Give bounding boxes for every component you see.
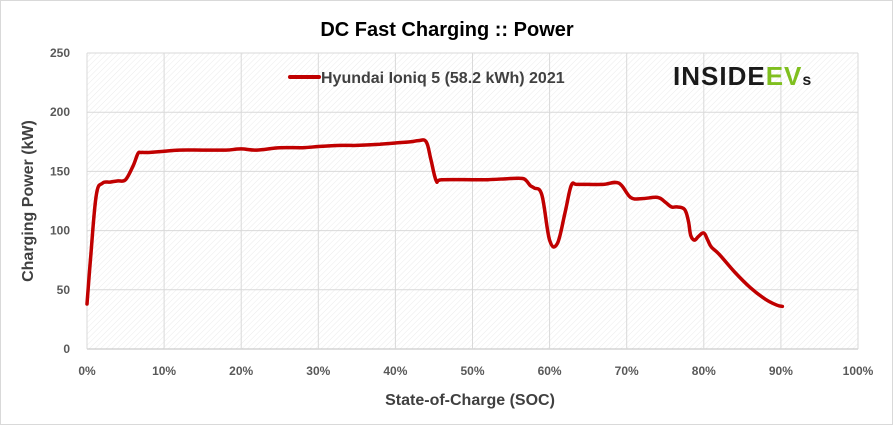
logo-text-inside: INSIDE <box>673 61 766 91</box>
y-tick-label: 0 <box>63 342 70 356</box>
x-tick-label: 0% <box>78 364 96 378</box>
grid-lines <box>86 52 859 350</box>
legend: Hyundai Ioniq 5 (58.2 kWh) 2021 <box>288 70 565 87</box>
y-tick-label: 200 <box>50 105 70 119</box>
y-tick-label: 100 <box>50 224 70 238</box>
logo-text-ev: EV <box>766 61 803 91</box>
x-tick-label: 50% <box>460 364 484 378</box>
series-layer <box>85 138 785 309</box>
x-tick-label: 10% <box>152 364 176 378</box>
x-tick-label: 80% <box>692 364 716 378</box>
logo-text-s: s <box>802 72 812 89</box>
x-tick-label: 90% <box>769 364 793 378</box>
x-tick-label: 20% <box>229 364 253 378</box>
series-line <box>85 138 785 309</box>
x-tick-label: 60% <box>538 364 562 378</box>
x-tick-label: 40% <box>383 364 407 378</box>
y-axis-title: Charging Power (kW) <box>20 120 37 282</box>
legend-label: Hyundai Ioniq 5 (58.2 kWh) 2021 <box>321 70 565 87</box>
x-tick-label: 30% <box>306 364 330 378</box>
chart-title: DC Fast Charging :: Power <box>320 19 574 41</box>
tick-labels: 0 50 100 150 200 250 0% 10% 20% 30% 40% 50% 60% 70% 80… <box>50 46 874 378</box>
svg-text:INSIDEEVs: INSIDEEVs <box>673 61 812 91</box>
insideevs-logo: INSIDEEVs <box>673 61 812 91</box>
y-tick-label: 50 <box>57 283 71 297</box>
y-tick-label: 250 <box>50 46 70 60</box>
x-axis-title: State-of-Charge (SOC) <box>385 392 555 409</box>
x-tick-label: 100% <box>843 364 874 378</box>
x-tick-label: 70% <box>615 364 639 378</box>
y-tick-label: 150 <box>50 164 70 178</box>
